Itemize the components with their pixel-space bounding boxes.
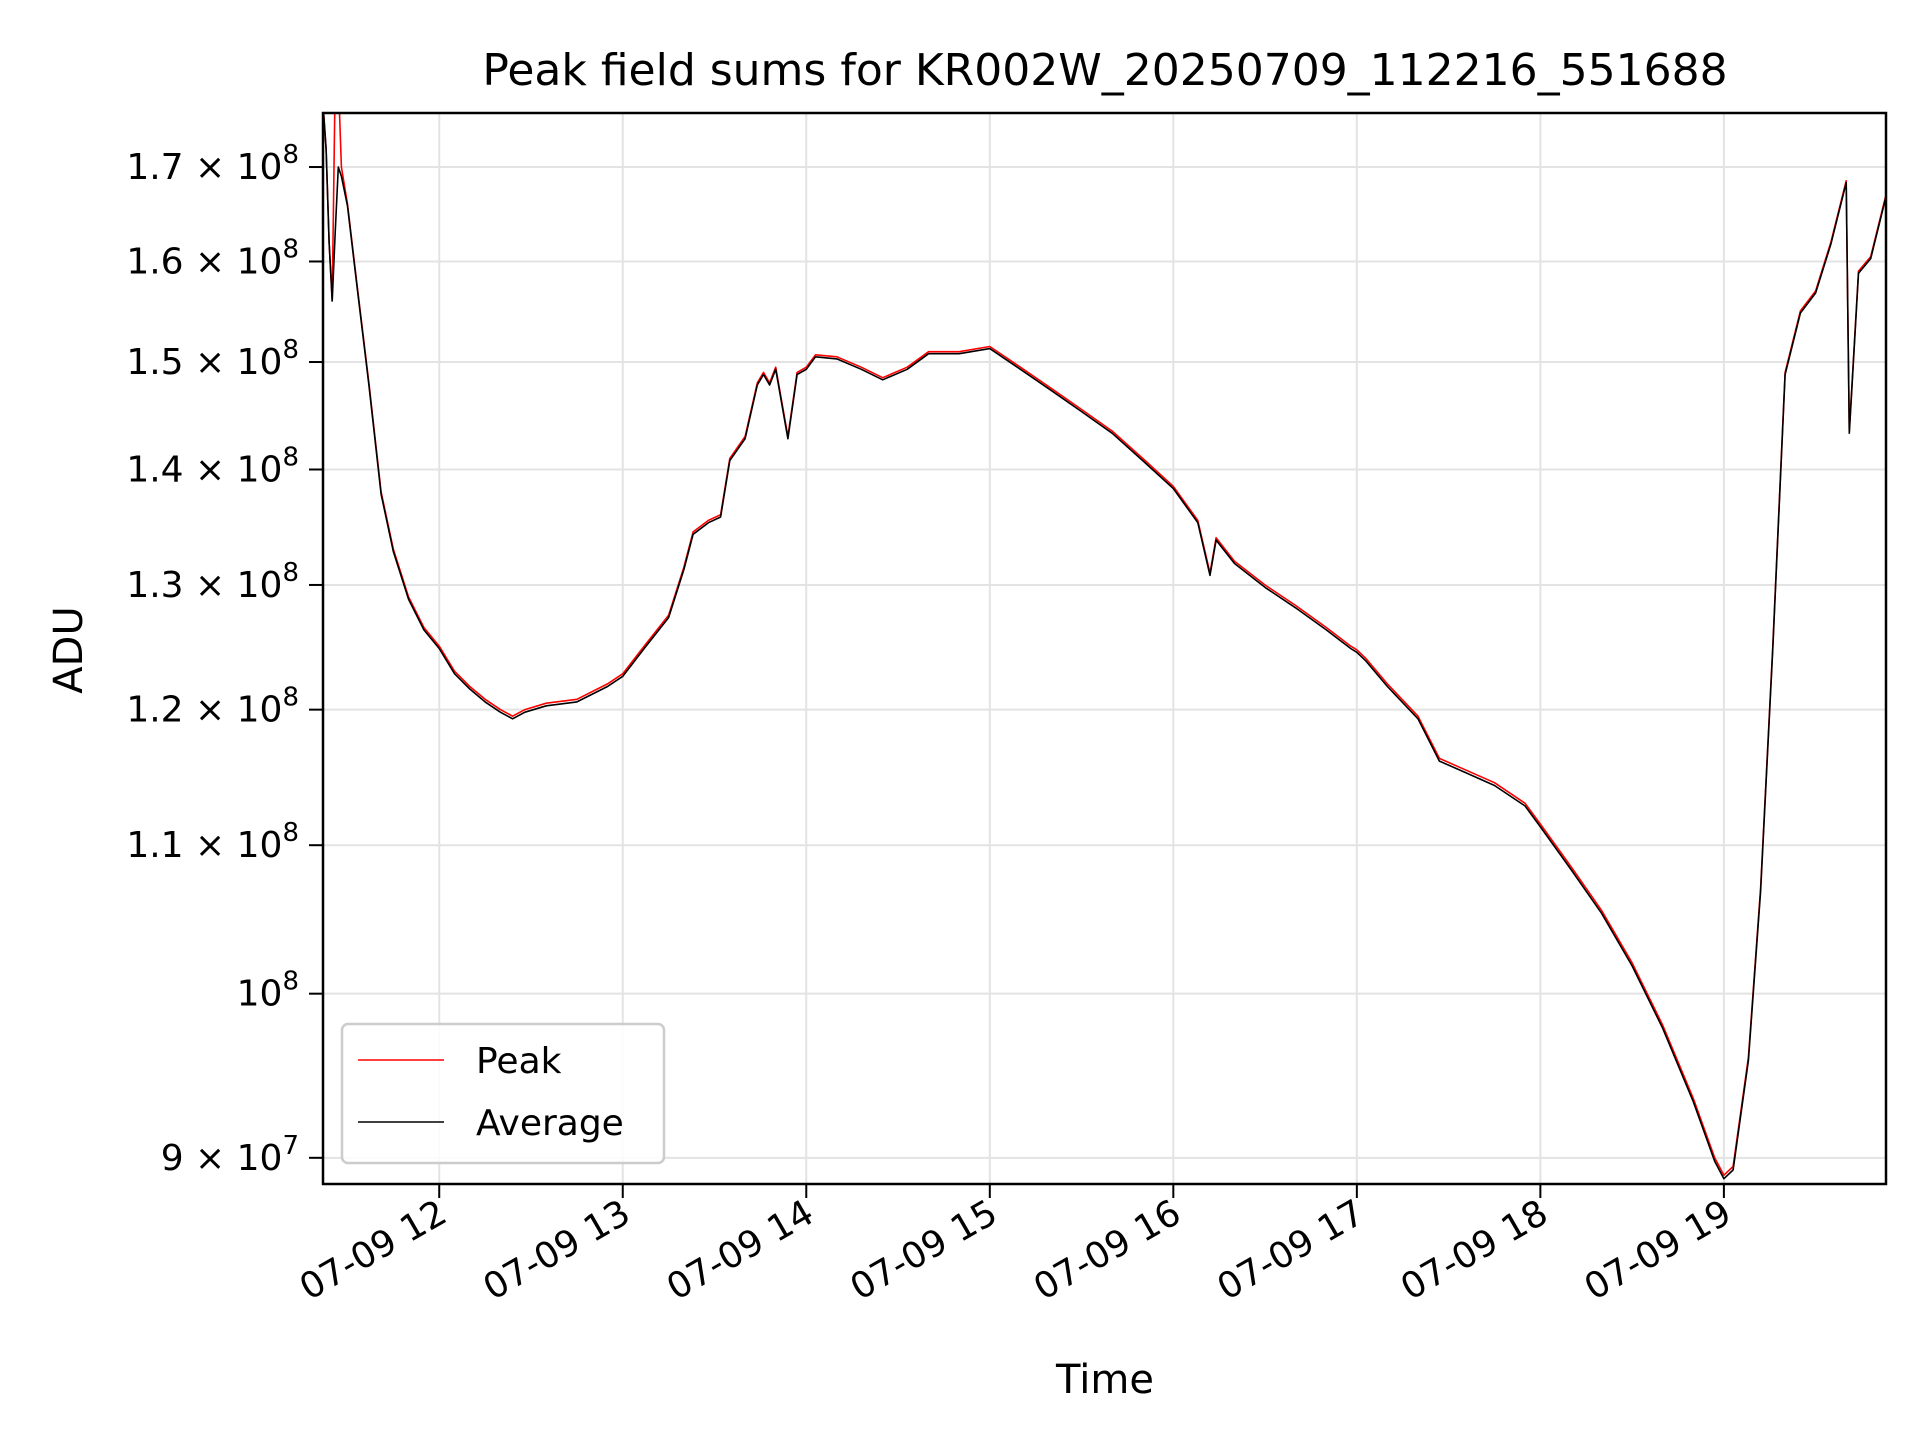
y-tick-label: 1.1 × 108: [126, 818, 299, 866]
y-tick-exponent: 8: [282, 818, 299, 848]
y-tick-exponent: 8: [282, 558, 299, 588]
y-tick-label: 1.3 × 108: [126, 558, 299, 606]
y-tick-mantissa: 1.5 × 10: [126, 342, 282, 383]
y-tick-mantissa: 1.3 × 10: [126, 565, 282, 606]
x-axis-label: Time: [1055, 1357, 1154, 1403]
y-tick-mantissa: 9 × 10: [161, 1138, 283, 1179]
chart-title: Peak field sums for KR002W_20250709_1122…: [482, 45, 1727, 96]
y-tick-label: 1.7 × 108: [126, 140, 299, 188]
y-tick-mantissa: 1.4 × 10: [126, 450, 282, 491]
y-tick-exponent: 8: [282, 140, 299, 170]
series-line-peak: [323, 113, 1886, 1176]
y-tick-mantissa: 1.6 × 10: [126, 241, 282, 282]
y-tick-exponent: 8: [282, 234, 299, 264]
y-tick-exponent: 7: [282, 1131, 299, 1161]
y-tick-mantissa: 1.1 × 10: [126, 825, 282, 866]
y-tick-label: 1.5 × 108: [126, 335, 299, 383]
series-line-average: [323, 113, 1886, 1180]
y-tick-label: 1.4 × 108: [126, 443, 299, 491]
legend: Peak Average: [340, 1022, 666, 1165]
y-tick-label: 9 × 107: [161, 1131, 299, 1179]
y-tick-exponent: 8: [282, 335, 299, 365]
plot-frame: [321, 111, 1888, 1186]
legend-box: [340, 1022, 666, 1165]
y-tick-mantissa: 1.2 × 10: [126, 690, 282, 731]
y-tick-label: 1.6 × 108: [126, 234, 299, 282]
y-tick-exponent: 8: [282, 683, 299, 713]
y-tick-label: 1.2 × 108: [126, 683, 299, 731]
y-tick-exponent: 8: [282, 967, 299, 997]
legend-label-peak: Peak: [476, 1041, 562, 1082]
y-tick-label: 108: [237, 967, 299, 1015]
y-tick-mantissa: 10: [237, 974, 283, 1015]
y-axis-label: ADU: [46, 606, 92, 693]
y-tick-exponent: 8: [282, 443, 299, 473]
legend-label-average: Average: [476, 1103, 624, 1144]
y-tick-mantissa: 1.7 × 10: [126, 147, 282, 188]
series-group: [323, 113, 1886, 1180]
